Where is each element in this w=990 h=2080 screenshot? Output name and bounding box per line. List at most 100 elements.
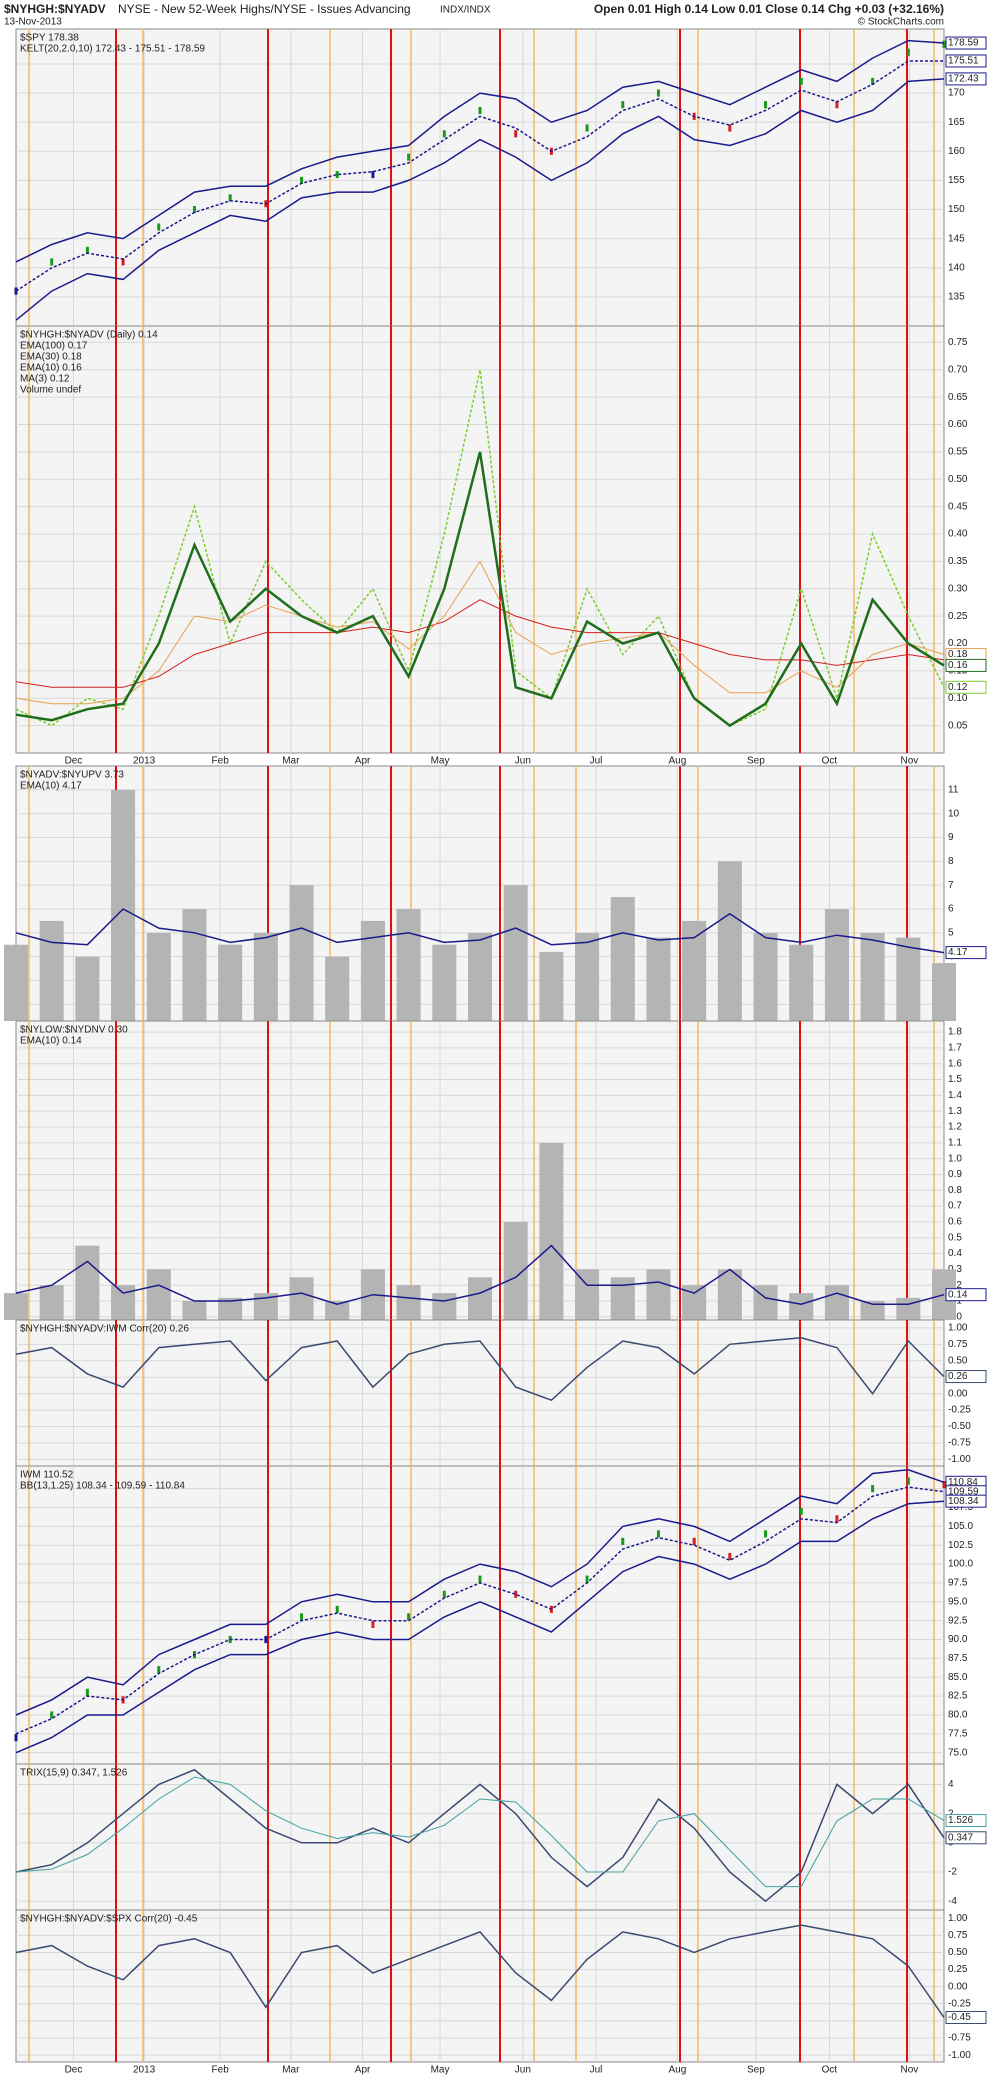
- bar: [717, 1269, 742, 1320]
- bar: [111, 789, 136, 1021]
- bar: [467, 932, 493, 1021]
- y-tick-label: 150: [948, 204, 965, 215]
- y-tick-label: 0.70: [948, 364, 968, 375]
- y-tick-label: -1.00: [948, 2050, 971, 2061]
- y-tick-label: 0.30: [948, 583, 968, 594]
- x-tick-label: 2013: [133, 2065, 156, 2076]
- last-value: 108.34: [948, 1496, 979, 1507]
- x-tick-label: Feb: [212, 2065, 230, 2076]
- y-tick-label: 95.0: [948, 1596, 968, 1607]
- last-value: 110.84: [948, 1477, 978, 1488]
- bar: [896, 937, 921, 1021]
- y-tick-label: 90.0: [948, 1634, 968, 1645]
- last-value-box: [945, 1831, 987, 1845]
- y-tick-label: 145: [948, 233, 965, 244]
- bar: [503, 1221, 528, 1320]
- bar: [75, 1245, 100, 1320]
- bar: [182, 1301, 207, 1320]
- last-value-box: [945, 946, 987, 960]
- bar: [39, 920, 64, 1021]
- bar: [539, 1142, 564, 1320]
- legend-entry: $NYHGH:$NYADV:IWM Corr(20) 0.26: [20, 1324, 189, 1335]
- y-tick-label: 1.3: [948, 1106, 962, 1117]
- bar: [860, 1301, 885, 1320]
- y-tick-label: 97.5: [948, 1578, 968, 1589]
- y-tick-label: 0.20: [948, 638, 968, 649]
- x-tick-label: Sep: [747, 756, 765, 767]
- last-value-box: [945, 1288, 987, 1302]
- x-tick-label: May: [431, 756, 450, 767]
- y-tick-label: 1.00: [948, 1323, 968, 1334]
- bar: [396, 908, 421, 1021]
- y-tick-label: 0.9: [948, 1169, 962, 1180]
- y-tick-label: 165: [948, 117, 965, 128]
- series-line: [15, 39, 945, 263]
- y-tick-label: 1.5: [948, 1074, 962, 1085]
- series-line: [15, 599, 945, 688]
- y-tick-label: 0.75: [948, 1339, 968, 1350]
- x-tick-label: Nov: [900, 756, 918, 767]
- y-tick-label: 0.55: [948, 447, 968, 458]
- x-tick-label: Feb: [212, 756, 230, 767]
- y-tick-label: 0.4: [948, 1248, 962, 1259]
- x-tick-label: Oct: [822, 756, 838, 767]
- last-value-box: [945, 1370, 987, 1384]
- bar: [682, 920, 707, 1021]
- series-line: [15, 60, 944, 292]
- y-tick-label: 0.5: [948, 1232, 962, 1243]
- panel-bg: [15, 28, 945, 327]
- y-tick-label: 1.4: [948, 1090, 962, 1101]
- bar: [717, 861, 742, 1021]
- series-line: [15, 1768, 945, 1903]
- bar: [146, 1269, 171, 1320]
- legend-entry: $NYLOW:$NYDNV 0.30: [20, 1025, 128, 1036]
- x-tick-label: Apr: [355, 756, 371, 767]
- y-tick-label: -0.50: [948, 1421, 971, 1432]
- symbol: $NYHGH:$NYADV: [4, 2, 106, 16]
- y-tick-label: 8: [948, 856, 954, 867]
- last-value-box: [945, 54, 987, 68]
- x-tick-label: Dec: [65, 756, 83, 767]
- legend-entry: $NYADV:$NYUPV 3.73: [20, 770, 124, 781]
- bar: [824, 1285, 849, 1320]
- y-tick-label: -0.75: [948, 1438, 971, 1449]
- bar: [325, 956, 350, 1021]
- x-tick-label: Jul: [590, 2065, 603, 2076]
- last-value: -0.45: [948, 2012, 971, 2023]
- y-tick-label: 160: [948, 146, 965, 157]
- legend-entry: EMA(30) 0.18: [20, 352, 82, 363]
- y-tick-label: -4: [948, 1896, 957, 1907]
- x-tick-label: Nov: [900, 2065, 918, 2076]
- bar: [860, 932, 885, 1021]
- series-line: [15, 1500, 945, 1754]
- y-tick-label: 0.00: [948, 1981, 968, 1992]
- y-tick-label: 155: [948, 175, 965, 186]
- y-tick-label: 5: [948, 927, 954, 938]
- x-tick-label: Mar: [282, 2065, 300, 2076]
- y-tick-label: 80.0: [948, 1710, 968, 1721]
- y-tick-label: 0.6: [948, 1217, 962, 1228]
- y-tick-label: 0.40: [948, 529, 968, 540]
- x-tick-label: Aug: [668, 2065, 686, 2076]
- bar: [646, 937, 671, 1021]
- source: © StockCharts.com: [858, 17, 944, 28]
- x-tick-label: Jul: [590, 756, 603, 767]
- legend-entry: $SPY 178.38: [20, 33, 79, 44]
- bar: [610, 897, 635, 1021]
- bar: [789, 1293, 814, 1320]
- last-value: 0.12: [948, 682, 968, 693]
- bar: [789, 944, 814, 1021]
- legend-entry: IWM 110.52: [20, 1470, 74, 1481]
- y-tick-label: 1.6: [948, 1058, 962, 1069]
- bar: [182, 908, 207, 1021]
- y-tick-label: -0.25: [948, 1998, 971, 2009]
- y-tick-label: -0.75: [948, 2033, 971, 2044]
- bar: [289, 1277, 314, 1320]
- y-tick-label: 1.1: [948, 1137, 962, 1148]
- panel-bg: [15, 325, 945, 754]
- y-tick-label: 0.65: [948, 392, 968, 403]
- x-tick-label: Sep: [747, 2065, 765, 2076]
- last-value: 0.347: [948, 1832, 973, 1843]
- series-line: [15, 451, 945, 728]
